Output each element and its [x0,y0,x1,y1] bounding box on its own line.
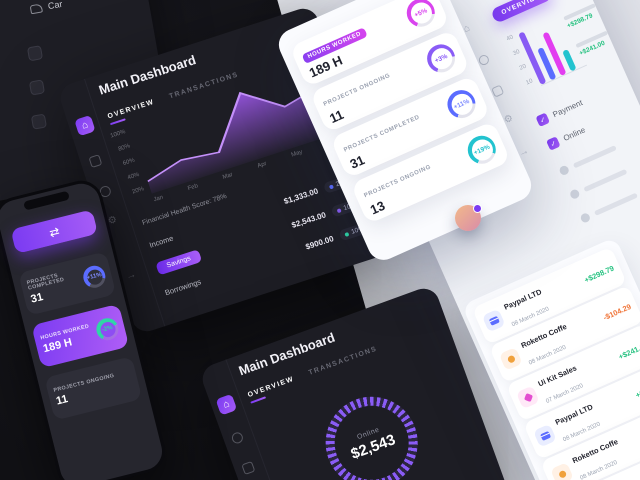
progress-ring: +5% [402,0,440,32]
progress-ring: +11% [442,85,480,123]
sidebar-item-car[interactable]: Car [29,0,63,14]
filter-payment[interactable]: ✓ Payment [535,97,584,128]
list-item-skeleton [568,167,628,201]
sales-tag-icon [515,385,540,410]
wallet-icon[interactable] [241,460,256,476]
dashboard-overview-panel: ⌂ ⚙ → Main Dashboard OVERVIEW TRANSACTIO… [56,4,394,336]
menu-grid-icon[interactable] [26,45,44,62]
sidebar-item-label: Car [47,0,64,12]
pie-chart-icon[interactable] [230,430,245,445]
checkbox-checked-icon[interactable]: ✓ [535,112,551,128]
menu-chart-icon[interactable] [28,79,46,96]
menu-settings-icon[interactable] [30,113,48,130]
checkbox-checked-icon[interactable]: ✓ [546,136,561,151]
coffee-icon [550,462,574,480]
home-icon[interactable]: ⌂ [74,114,96,137]
progress-ring: +19% [463,131,501,169]
coffee-icon [498,347,523,371]
calendar-icon[interactable] [88,154,103,169]
mini-amount-row: +$241.00 [575,30,612,57]
stat-card-hours-worked: HOURS WORKED 189 H -2% [31,303,130,369]
car-icon [29,2,43,14]
progress-ring: +3% [422,39,460,77]
online-balance-gauge: Online $2,543 [312,383,431,480]
stat-card-projects-ongoing: PROJECTS ONGOING 11 [44,356,143,421]
stat-card-projects-completed: PROJECTS COMPLETED 31 +11% [18,251,117,316]
mini-amount-row: +$298.79 [563,3,600,30]
paypal-icon [481,308,506,333]
home-icon[interactable]: ⌂ [215,393,238,416]
phone-notch [23,190,70,211]
logout-icon[interactable]: → [124,268,138,283]
tab-overview[interactable]: OVERVIEW [246,375,296,399]
avatar[interactable] [455,204,482,231]
health-area-chart [130,66,335,194]
list-item-skeleton [579,191,638,224]
tab-overview[interactable]: OVERVIEW [106,98,156,121]
transfer-button[interactable]: ⇄ [10,209,99,254]
paypal-icon [533,423,557,448]
transfer-icon: ⇄ [47,223,61,240]
filter-online[interactable]: ✓ Online [546,124,587,151]
list-item-skeleton [558,143,617,177]
